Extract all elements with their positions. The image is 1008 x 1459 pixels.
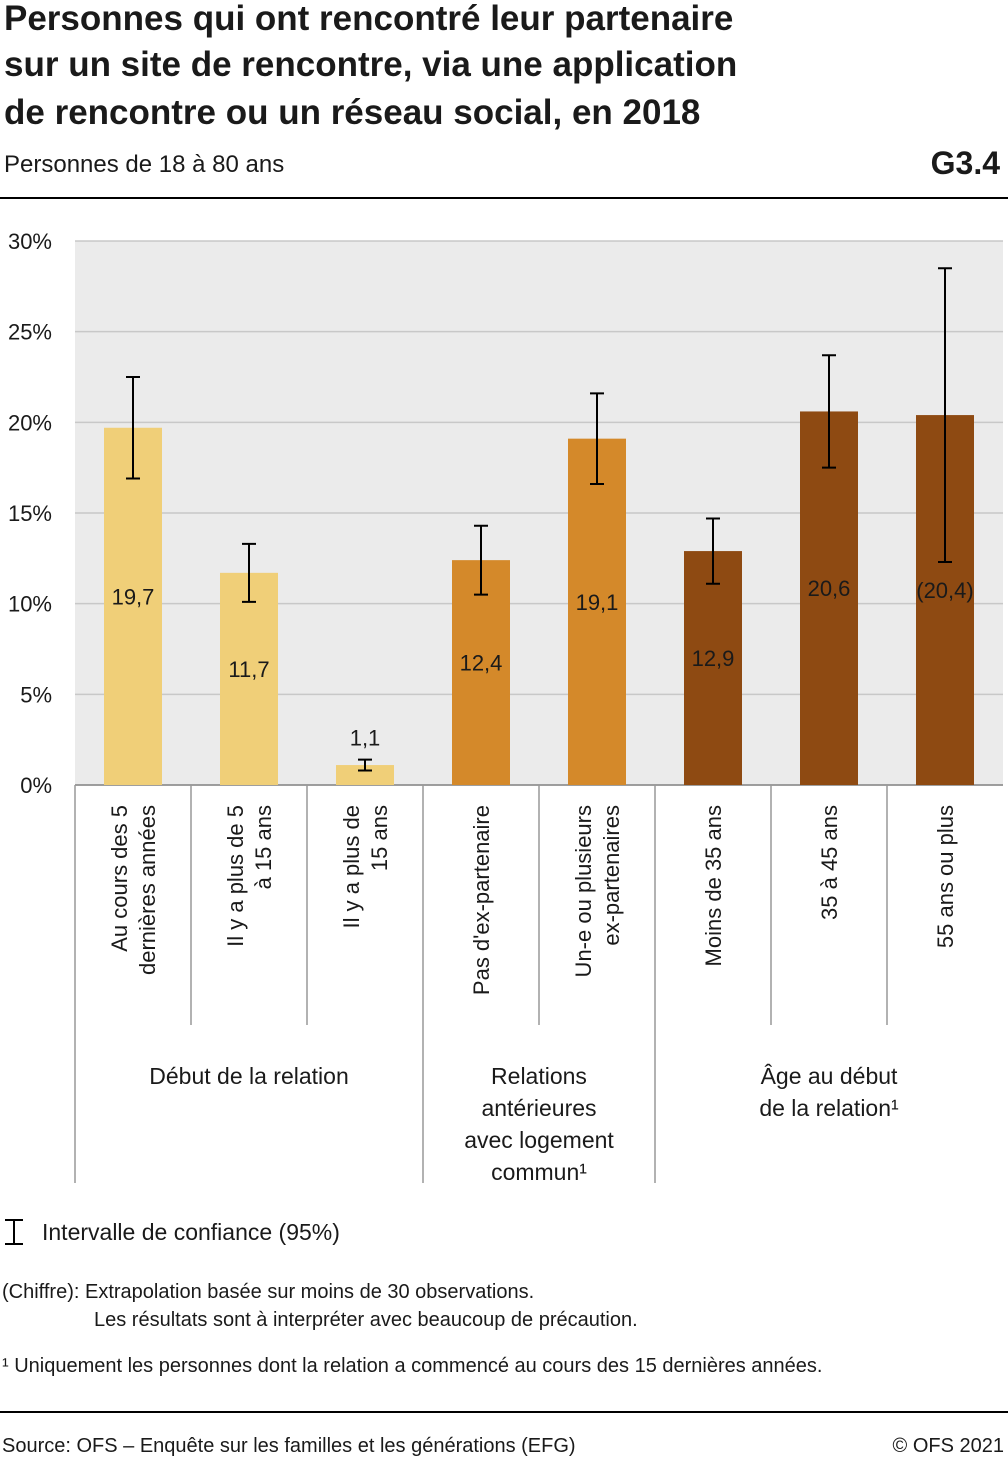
x-tick-label: Un-e ou plusieurs — [571, 805, 596, 977]
x-tick-label: à 15 ans — [251, 805, 276, 889]
note: (Chiffre): Extrapolation basée sur moins… — [2, 1281, 534, 1303]
bar — [336, 765, 394, 785]
group-label: de la relation¹ — [759, 1095, 899, 1121]
error-bar — [590, 392, 604, 485]
x-tick-label: Il y a plus de — [339, 805, 364, 929]
value-label: 12,9 — [692, 646, 735, 671]
y-tick-label: 5% — [20, 682, 52, 707]
subtitle: Personnes de 18 à 80 ans — [4, 151, 284, 178]
legend-icon — [5, 1219, 23, 1245]
x-tick-label: Pas d'ex-partenaire — [469, 805, 494, 995]
value-label: (20,4) — [916, 578, 973, 603]
x-tick-label: 15 ans — [367, 805, 392, 871]
error-bar — [706, 517, 720, 585]
error-bar — [126, 376, 140, 480]
y-tick-label: 30% — [8, 229, 52, 254]
copyright: © OFS 2021 — [893, 1435, 1004, 1457]
y-tick-label: 10% — [8, 592, 52, 617]
x-tick-label: Au cours des 5 — [107, 805, 132, 952]
chart-title: de rencontre ou un réseau social, en 201… — [4, 93, 700, 132]
source: Source: OFS – Enquête sur les familles e… — [2, 1435, 576, 1457]
value-label: 1,1 — [350, 726, 381, 751]
error-bar — [938, 267, 952, 563]
chart-title: Personnes qui ont rencontré leur partena… — [4, 0, 733, 38]
value-label: 19,7 — [112, 584, 155, 609]
chart-id: G3.4 — [931, 145, 1001, 181]
x-tick-label: 35 à 45 ans — [817, 805, 842, 920]
group-label: Âge au début — [761, 1063, 898, 1089]
error-bar — [474, 524, 488, 596]
value-label: 12,4 — [460, 651, 503, 676]
y-tick-label: 0% — [20, 773, 52, 798]
x-tick-label: 55 ans ou plus — [933, 805, 958, 948]
y-tick-label: 15% — [8, 501, 52, 526]
note: Les résultats sont à interpréter avec be… — [94, 1309, 638, 1331]
legend-label: Intervalle de confiance (95%) — [42, 1219, 340, 1245]
bar — [452, 560, 510, 785]
group-label: Relations — [491, 1063, 587, 1089]
value-label: 19,1 — [576, 590, 619, 615]
error-bar — [358, 758, 372, 772]
error-bar — [822, 354, 836, 469]
y-tick-label: 25% — [8, 320, 52, 345]
group-label: avec logement — [464, 1127, 614, 1153]
bar — [684, 551, 742, 785]
value-label: 11,7 — [228, 657, 269, 682]
chart-title: sur un site de rencontre, via une applic… — [4, 45, 737, 84]
error-bar — [242, 542, 256, 603]
bar — [220, 572, 278, 785]
group-label: antérieures — [481, 1095, 596, 1121]
bar — [568, 438, 626, 785]
group-label: commun¹ — [491, 1159, 587, 1185]
x-tick-label: dernières années — [135, 805, 160, 975]
group-label: Début de la relation — [149, 1063, 348, 1089]
value-label: 20,6 — [808, 576, 851, 601]
y-tick-label: 20% — [8, 410, 52, 435]
bar — [104, 427, 162, 785]
x-tick-label: Il y a plus de 5 — [223, 805, 248, 947]
note: ¹ Uniquement les personnes dont la relat… — [2, 1355, 822, 1377]
x-tick-label: ex-partenaires — [599, 805, 624, 946]
bar — [800, 411, 858, 785]
x-tick-label: Moins de 35 ans — [701, 805, 726, 966]
